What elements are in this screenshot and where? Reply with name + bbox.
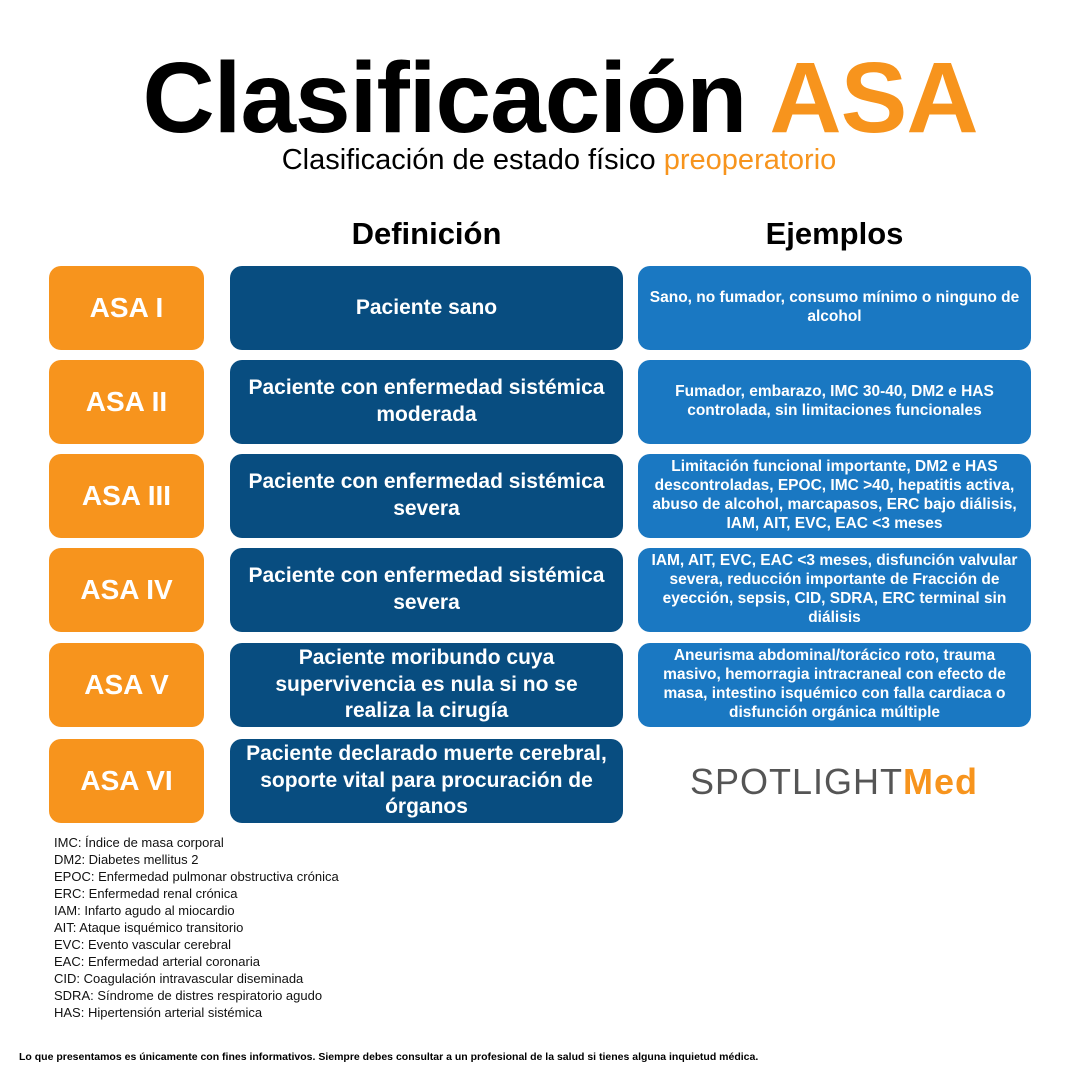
abbreviation-item: IMC: Índice de masa corporal <box>54 835 224 850</box>
examples-cell: Aneurisma abdominal/torácico roto, traum… <box>638 643 1031 727</box>
examples-cell: Sano, no fumador, consumo mínimo o ningu… <box>638 266 1031 350</box>
abbreviation-item: CID: Coagulación intravascular diseminad… <box>54 971 304 986</box>
asa-label: ASA II <box>49 360 204 444</box>
table-row: ASA VI Paciente declarado muerte cerebra… <box>0 739 1080 823</box>
definition-cell: Paciente sano <box>230 266 623 350</box>
logo-med: Med <box>903 761 979 802</box>
definition-cell: Paciente moribundo cuya supervivencia es… <box>230 643 623 727</box>
definition-cell: Paciente con enfermedad sistémica severa <box>230 454 623 538</box>
abbreviation-item: EAC: Enfermedad arterial coronaria <box>54 954 260 969</box>
examples-header: Ejemplos <box>765 216 904 251</box>
asa-label: ASA V <box>49 643 204 727</box>
abbreviation-item: EVC: Evento vascular cerebral <box>54 937 232 952</box>
examples-cell: Limitación funcional importante, DM2 e H… <box>638 454 1031 538</box>
definition-cell: Paciente con enfermedad sistémica severa <box>230 548 623 632</box>
abbreviation-item: DM2: Diabetes mellitus 2 <box>54 852 199 867</box>
subtitle-accent: preoperatorio <box>663 144 837 176</box>
definition-header: Definición <box>351 216 502 251</box>
page-title: Clasificación ASA <box>0 48 1080 148</box>
abbreviation-item: IAM: Infarto agudo al miocardio <box>54 903 235 918</box>
asa-label: ASA VI <box>49 739 204 823</box>
definition-cell: Paciente declarado muerte cerebral, sopo… <box>230 739 623 823</box>
table-row: ASA I Paciente sano Sano, no fumador, co… <box>0 266 1080 350</box>
definition-cell: Paciente con enfermedad sistémica modera… <box>230 360 623 444</box>
abbreviation-item: HAS: Hipertensión arterial sistémica <box>54 1005 263 1020</box>
abbreviation-item: AIT: Ataque isquémico transitorio <box>54 920 244 935</box>
title-accent: ASA <box>769 42 978 154</box>
subtitle-main: Clasificación de estado físico <box>281 144 656 176</box>
abbreviation-item: ERC: Enfermedad renal crónica <box>54 886 238 901</box>
title-main: Clasificación <box>142 42 747 154</box>
asa-label: ASA IV <box>49 548 204 632</box>
logo-spotlight: SPOTLIGHT <box>690 761 904 802</box>
asa-label: ASA I <box>49 266 204 350</box>
abbreviation-item: EPOC: Enfermedad pulmonar obstructiva cr… <box>54 869 339 884</box>
abbreviation-item: SDRA: Síndrome de distres respiratorio a… <box>54 988 323 1003</box>
page-subtitle: Clasificación de estado físico preoperat… <box>0 146 1080 175</box>
asa-label: ASA III <box>49 454 204 538</box>
examples-cell: IAM, AIT, EVC, EAC <3 meses, disfunción … <box>638 548 1031 632</box>
table-row: ASA II Paciente con enfermedad sistémica… <box>0 360 1080 444</box>
disclaimer: Lo que presentamos es únicamente con fin… <box>19 1051 759 1063</box>
brand-logo: SPOTLIGHTMed <box>690 764 978 800</box>
examples-cell: Fumador, embarazo, IMC 30-40, DM2 e HAS … <box>638 360 1031 444</box>
table-row: ASA III Paciente con enfermedad sistémic… <box>0 454 1080 538</box>
table-row: ASA V Paciente moribundo cuya superviven… <box>0 643 1080 727</box>
table-row: ASA IV Paciente con enfermedad sistémica… <box>0 548 1080 632</box>
abbreviations-list: IMC: Índice de masa corporal DM2: Diabet… <box>54 834 339 1021</box>
